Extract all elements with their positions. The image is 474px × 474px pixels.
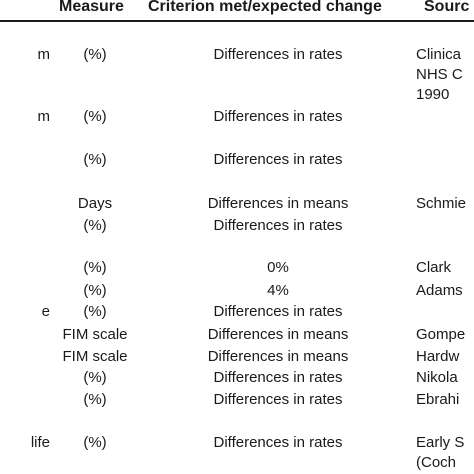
measure-cell: (%) xyxy=(83,108,107,125)
measure-cell: (%) xyxy=(83,259,107,276)
criterion-cell: Differences in rates xyxy=(213,46,343,63)
source-cell: Schmie xyxy=(416,194,466,214)
measure-cell: (%) xyxy=(83,151,107,168)
criterion-cell: Differences in means xyxy=(207,195,349,212)
measure-cell: (%) xyxy=(83,46,107,63)
source-line: NHS C xyxy=(416,66,463,83)
measure-cell: (%) xyxy=(83,369,107,386)
criterion-cell: Differences in rates xyxy=(213,369,343,386)
measure-cell: (%) xyxy=(83,217,107,234)
source-line: Clark xyxy=(416,259,452,276)
source-line: Gompe xyxy=(416,326,466,343)
criterion-cell: Differences in means xyxy=(207,348,349,365)
measure-cell: (%) xyxy=(83,434,107,451)
source-line: Adams xyxy=(416,282,463,299)
source-line: Hardw xyxy=(416,348,460,365)
source-line: Schmie xyxy=(416,195,467,212)
criterion-cell: Differences in rates xyxy=(213,391,343,408)
source-line: Nikola xyxy=(416,369,458,386)
measure-cell: (%) xyxy=(83,282,107,299)
source-cell: Clark xyxy=(416,258,451,278)
measure-cell: (%) xyxy=(83,303,107,320)
header-rule xyxy=(0,20,474,22)
header-source: Sourc xyxy=(424,0,470,15)
criterion-cell: Differences in rates xyxy=(213,151,343,168)
criterion-cell: Differences in means xyxy=(207,326,349,343)
source-cell: Nikola xyxy=(416,368,458,388)
source-line: Clinica xyxy=(416,46,462,63)
header-measure: Measure xyxy=(59,0,124,15)
criterion-cell: 0% xyxy=(267,259,289,276)
header-criterion: Criterion met/expected change xyxy=(148,0,382,15)
source-cell: Adams xyxy=(416,281,463,301)
row-name-cell: e xyxy=(41,303,50,320)
source-line: Ebrahi xyxy=(416,391,460,408)
row-name-cell: m xyxy=(37,46,51,63)
criterion-cell: Differences in rates xyxy=(213,108,343,125)
row-name-cell: m xyxy=(37,108,51,125)
measure-cell: FIM scale xyxy=(62,326,128,343)
measure-cell: FIM scale xyxy=(62,348,128,365)
measure-cell: (%) xyxy=(83,391,107,408)
criterion-cell: 4% xyxy=(267,282,289,299)
source-line: (Coch xyxy=(416,454,457,471)
measure-cell: Days xyxy=(77,195,113,212)
source-cell: Clinica NHS C 1990 xyxy=(416,45,463,105)
source-line: 1990 xyxy=(416,86,450,103)
criterion-cell: Differences in rates xyxy=(213,434,343,451)
source-cell: Gompe xyxy=(416,325,465,345)
row-name-cell: life xyxy=(30,434,50,451)
criterion-cell: Differences in rates xyxy=(213,217,343,234)
source-cell: Ebrahi xyxy=(416,390,459,410)
source-cell: Hardw xyxy=(416,347,459,367)
source-line: Early S xyxy=(416,434,465,451)
criterion-cell: Differences in rates xyxy=(213,303,343,320)
source-cell: Early S (Coch xyxy=(416,433,464,473)
